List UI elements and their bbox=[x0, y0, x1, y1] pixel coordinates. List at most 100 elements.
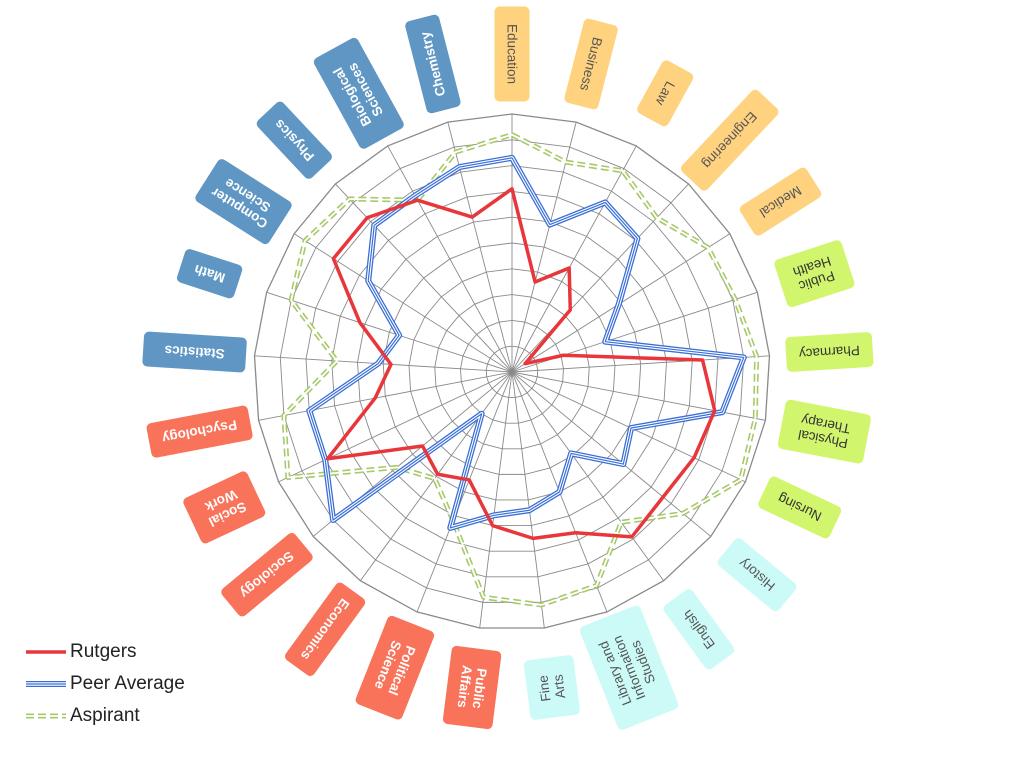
grid-spoke bbox=[387, 145, 513, 373]
category-box bbox=[739, 167, 822, 236]
series-rutgers bbox=[325, 187, 717, 541]
category-label-psychology: Psychology bbox=[146, 405, 253, 458]
category-label-chemistry: Chemistry bbox=[405, 14, 461, 114]
category-box bbox=[680, 89, 779, 191]
category-box bbox=[183, 471, 266, 544]
series-line-inner bbox=[308, 157, 745, 529]
grid-ring bbox=[305, 165, 719, 578]
category-text: Arts bbox=[550, 673, 568, 699]
category-label-education: Education bbox=[494, 6, 530, 102]
category-label-english: English bbox=[663, 589, 735, 670]
grid-spoke bbox=[511, 371, 712, 537]
grid-ring bbox=[253, 113, 771, 629]
category-label-medical: Medical bbox=[739, 167, 822, 236]
grid-spoke bbox=[416, 371, 513, 613]
grid-spoke bbox=[511, 355, 770, 373]
grid-spoke bbox=[266, 291, 513, 373]
grid-spoke bbox=[511, 145, 637, 373]
grid-spoke bbox=[359, 371, 513, 581]
grid-spoke bbox=[511, 183, 689, 373]
category-text: Fine bbox=[535, 674, 553, 702]
grid-ring bbox=[408, 268, 616, 475]
legend-label-peer-average: Peer Average bbox=[70, 673, 185, 694]
category-box bbox=[142, 331, 247, 373]
category-box bbox=[523, 655, 580, 720]
legend-swatch-rutgers bbox=[26, 650, 66, 654]
grid-ring bbox=[485, 345, 539, 399]
category-label-economics: Economics bbox=[285, 582, 366, 676]
category-text: Education bbox=[505, 24, 520, 84]
category-text: Pharmacy bbox=[798, 343, 860, 362]
grid-spoke bbox=[479, 371, 513, 629]
category-box bbox=[758, 476, 842, 539]
legend: Rutgers Peer Average Aspirant bbox=[26, 636, 226, 732]
category-label-nursing: Nursing bbox=[758, 476, 842, 539]
category-box bbox=[405, 14, 461, 114]
radar-series bbox=[281, 132, 760, 608]
category-label-pharmacy: Pharmacy bbox=[785, 332, 874, 372]
grid-spoke bbox=[511, 371, 545, 629]
category-text: Affairs bbox=[455, 664, 475, 708]
category-box bbox=[313, 37, 404, 149]
series-peer-average bbox=[306, 154, 747, 531]
category-box bbox=[221, 533, 313, 617]
series-line-gap bbox=[283, 133, 758, 606]
grid-ring bbox=[331, 190, 693, 552]
category-label-history: History bbox=[717, 538, 797, 612]
legend-label-aspirant: Aspirant bbox=[70, 705, 140, 726]
category-text: Public bbox=[470, 667, 490, 710]
category-box bbox=[774, 240, 855, 308]
category-label-engineering: Engineering bbox=[680, 89, 779, 191]
category-box bbox=[777, 399, 871, 464]
category-label-physics: Physics bbox=[256, 101, 332, 179]
legend-label-rutgers: Rutgers bbox=[70, 641, 137, 662]
category-box bbox=[285, 582, 366, 676]
grid-spoke bbox=[447, 121, 513, 373]
category-label-statistics: Statistics bbox=[142, 331, 247, 373]
category-box bbox=[442, 645, 502, 730]
category-box bbox=[195, 159, 292, 245]
grid-ring bbox=[460, 319, 564, 424]
category-text: Statistics bbox=[164, 343, 225, 362]
category-box bbox=[717, 538, 797, 612]
category-box bbox=[256, 101, 332, 179]
category-box bbox=[637, 60, 694, 127]
category-box bbox=[579, 605, 679, 730]
category-label-business: Business bbox=[564, 18, 618, 110]
grid-spoke bbox=[254, 355, 513, 373]
category-label-sociology: Sociology bbox=[221, 533, 313, 617]
legend-item-aspirant: Aspirant bbox=[26, 700, 226, 732]
category-box bbox=[494, 6, 530, 102]
series-line bbox=[325, 187, 717, 541]
grid-spoke bbox=[335, 183, 513, 373]
grid-spoke bbox=[258, 371, 513, 421]
grid-spoke bbox=[511, 371, 665, 581]
category-box bbox=[564, 18, 618, 110]
grid-ring bbox=[382, 242, 642, 501]
legend-swatch-peer-average bbox=[26, 681, 66, 687]
grid-spoke bbox=[511, 121, 577, 373]
legend-swatch-aspirant bbox=[26, 713, 66, 719]
category-box bbox=[176, 249, 243, 299]
radar-grid bbox=[253, 113, 771, 629]
category-label-law: Law bbox=[637, 60, 694, 127]
category-box bbox=[355, 615, 435, 720]
category-box bbox=[146, 405, 253, 458]
grid-spoke bbox=[293, 233, 513, 373]
grid-ring bbox=[434, 294, 590, 450]
category-box bbox=[663, 589, 735, 670]
legend-item-peer-average: Peer Average bbox=[26, 668, 226, 700]
category-box bbox=[785, 332, 874, 372]
grid-spoke bbox=[278, 371, 513, 483]
legend-item-rutgers: Rutgers bbox=[26, 636, 226, 668]
